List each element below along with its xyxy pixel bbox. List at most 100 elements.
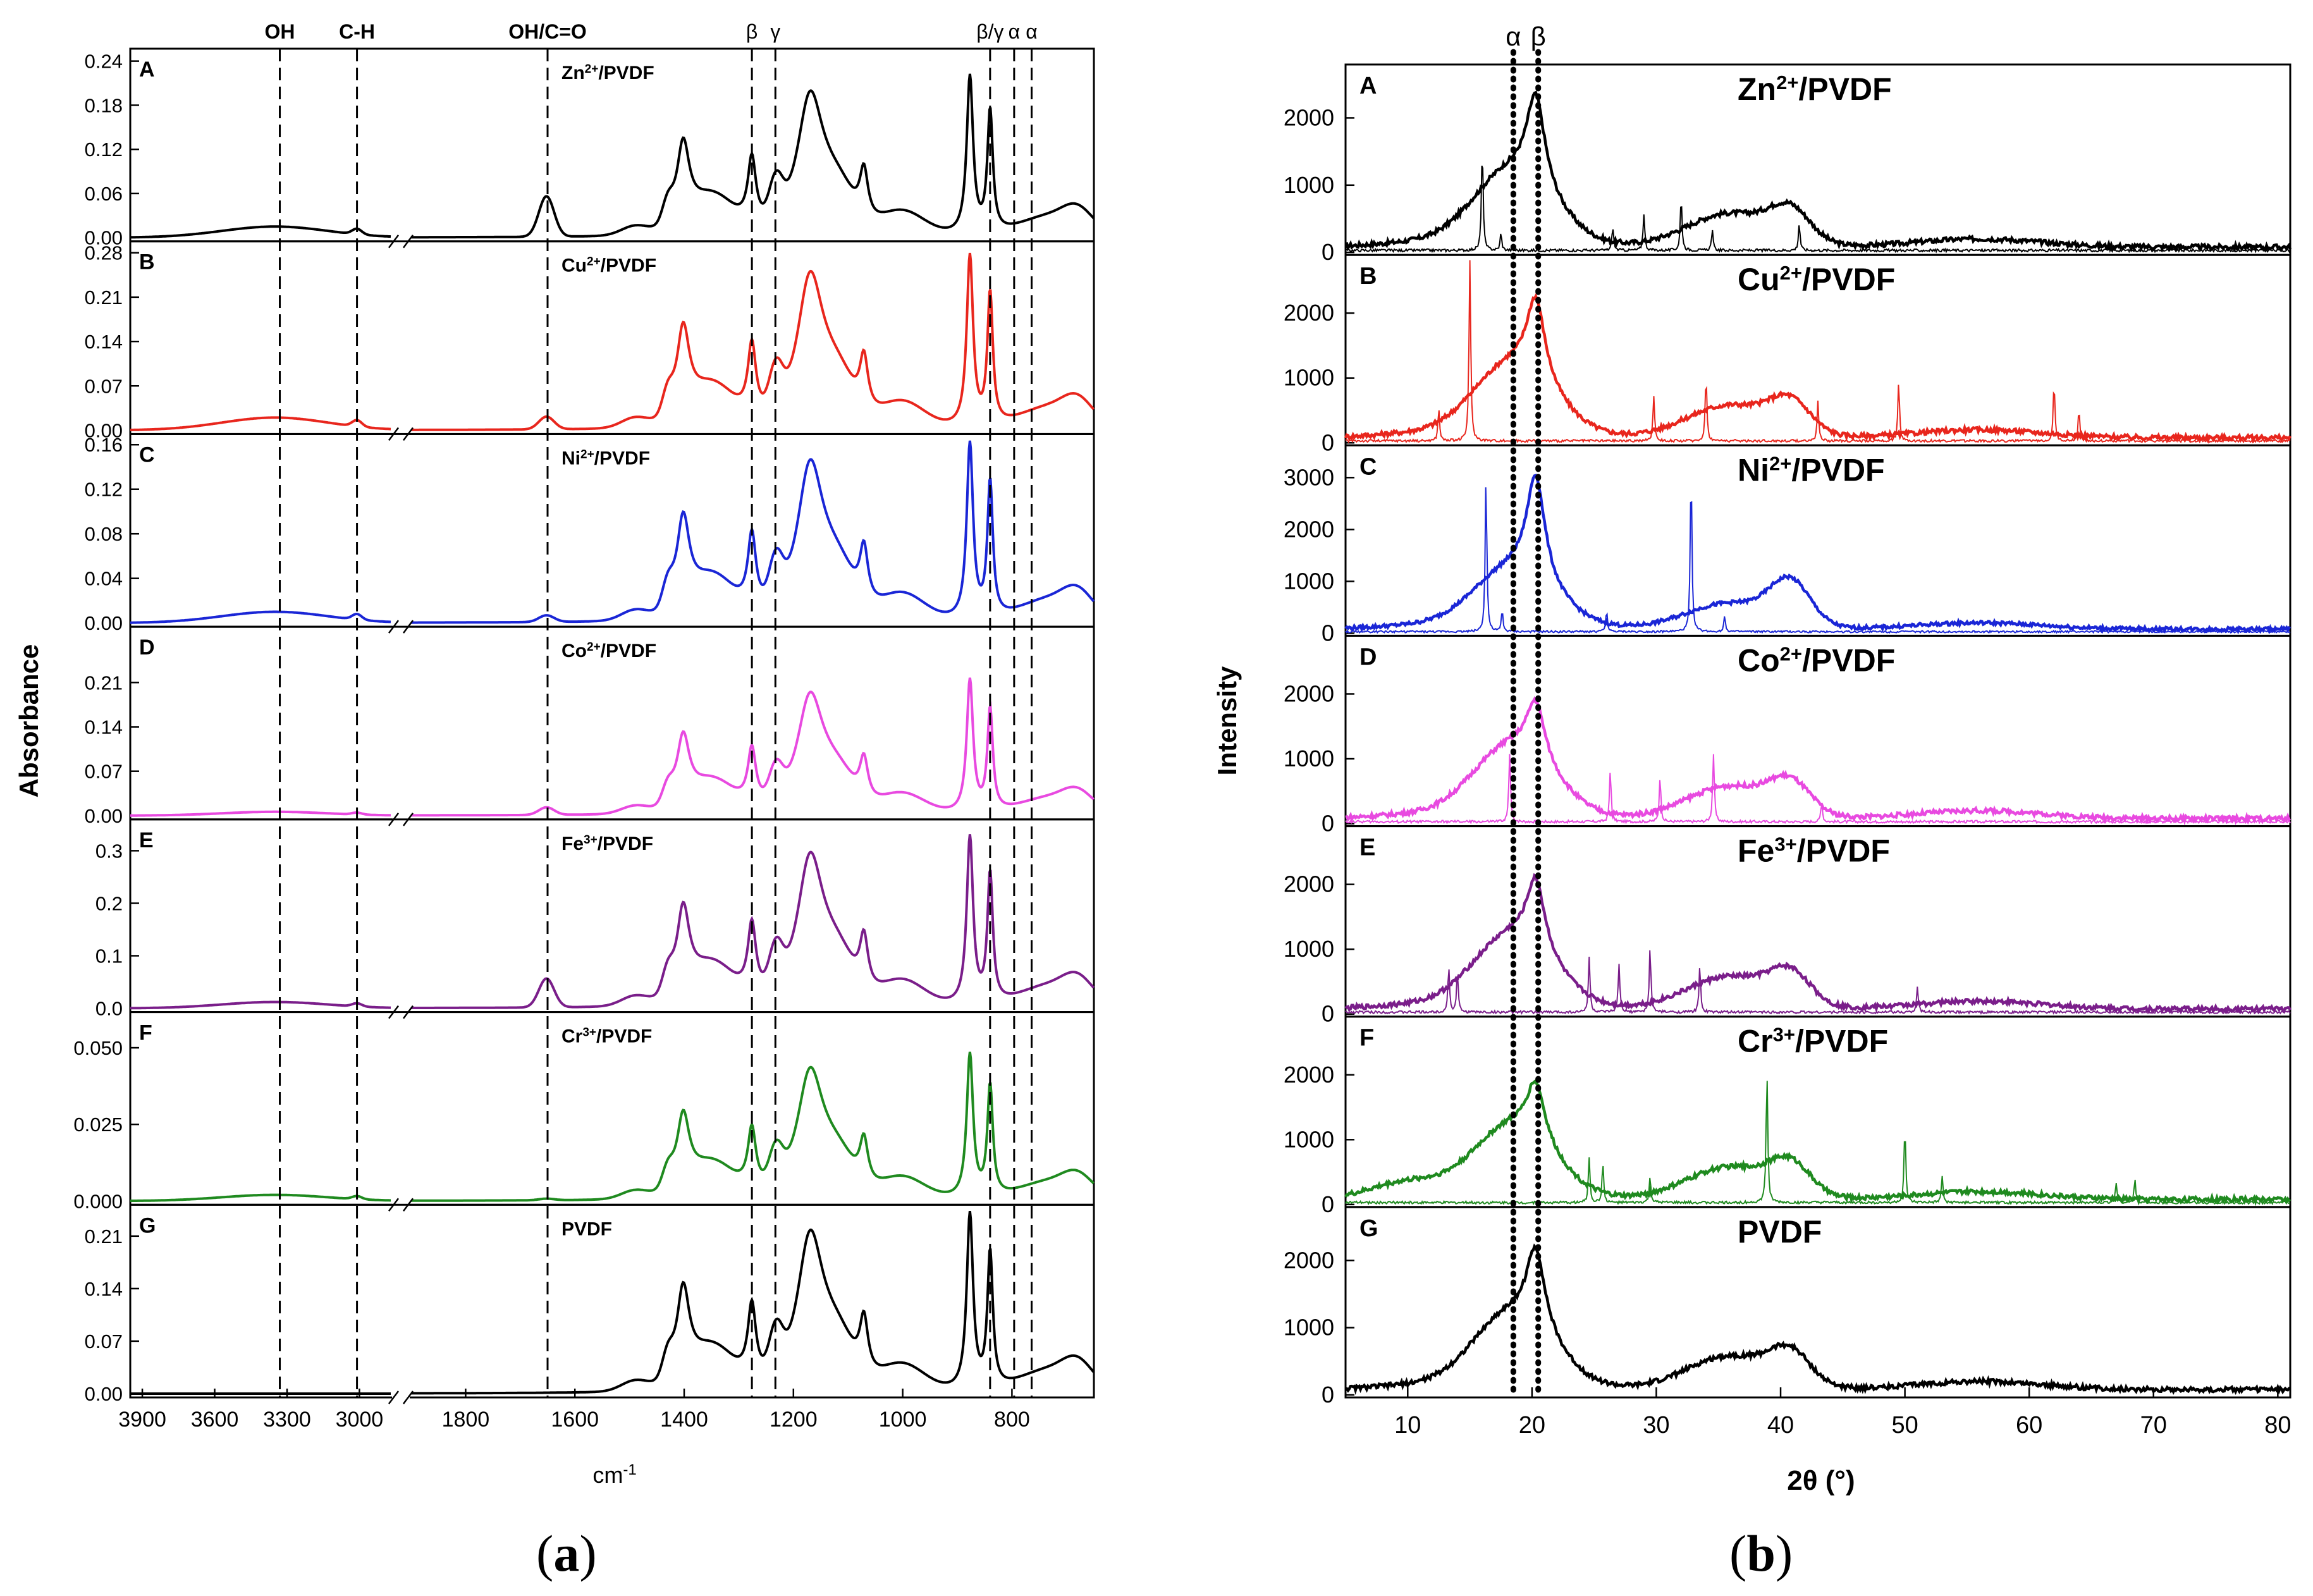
ftir-y-tick-label: 0.14: [85, 1278, 123, 1300]
ftir-y-tick-label: 0.06: [85, 183, 123, 205]
xrd-y-tick-label: 2000: [1284, 1247, 1334, 1273]
xrd-y-tick-label: 0: [1322, 811, 1334, 837]
ftir-y-tick-label: 0.07: [85, 1330, 123, 1353]
ftir-spectrum-segment-1: [130, 610, 391, 624]
xrd-pattern-thin: [1345, 950, 2291, 1016]
ftir-y-tick-label: 0.00: [85, 612, 123, 634]
ftir-y-tick-label: 0.1: [95, 945, 123, 967]
ftir-sample-label: Cu2+/PVDF: [561, 255, 656, 276]
ftir-spectrum-segment-1: [130, 1000, 391, 1010]
xrd-phase-label: β: [1531, 21, 1546, 51]
xrd-sample-label: Zn2+/PVDF: [1738, 71, 1892, 107]
ftir-spectrum-segment-1: [130, 416, 391, 431]
ftir-y-tick-label: 0.24: [85, 51, 123, 73]
xrd-y-tick-label: 2000: [1284, 1062, 1334, 1088]
ftir-y-tick-label: 0.00: [85, 227, 123, 249]
xrd-panel-letter: E: [1359, 835, 1375, 861]
ftir-band-label: β: [746, 20, 758, 43]
ftir-band-label: C-H: [339, 20, 375, 43]
ftir-panel-letter: D: [139, 635, 155, 660]
ftir-y-tick-label: 0.14: [85, 716, 123, 739]
ftir-y-tick-label: 0.28: [85, 242, 123, 264]
xrd-sample-label: PVDF: [1738, 1214, 1822, 1249]
ftir-panel-c: 0.00 0.04 0.08 0.12 0.16 C Ni2+/PVDF: [85, 433, 1095, 637]
ftir-y-tick-label: 0.21: [85, 672, 123, 694]
xrd-y-tick-label: 0: [1322, 620, 1334, 646]
ftir-axis-break-mark: [388, 1390, 399, 1404]
ftir-y-tick-label: 0.050: [73, 1037, 123, 1059]
xrd-panel-e: 0 1000 2000 E Fe3+/PVDF: [1284, 825, 2292, 1027]
ftir-axis-break-mark: [403, 1390, 414, 1404]
ftir-y-tick-label: 0.04: [85, 568, 123, 590]
ftir-y-tick-label: 0.12: [85, 138, 123, 161]
ftir-panel-frame: [129, 1203, 1095, 1399]
xrd-y-tick-label: 1000: [1284, 365, 1334, 391]
ftir-panel-letter: C: [139, 443, 155, 467]
xrd-pattern-thin: [1345, 165, 2291, 254]
ftir-panel-e: 0.0 0.1 0.2 0.3 E Fe3+/PVDF: [95, 818, 1095, 1022]
ftir-band-label: γ: [770, 20, 780, 43]
ftir-x-tick-label: 1800: [442, 1408, 490, 1432]
xrd-y-tick-label: 2000: [1284, 871, 1334, 897]
ftir-spectrum-segment-2: [411, 834, 1095, 1009]
ftir-spectrum-segment-2: [411, 677, 1095, 817]
ftir-panel-g: 0.00 0.07 0.14 0.21 G PVDF: [85, 1203, 1095, 1408]
ftir-y-tick-label: 0.00: [85, 805, 123, 827]
caption-b: (b): [1729, 1525, 1793, 1582]
xrd-panel-c: 0 1000 2000 3000 C Ni2+/PVDF: [1284, 444, 2292, 646]
xrd-panel-letter: D: [1359, 644, 1377, 670]
ftir-panel-letter: A: [139, 58, 155, 82]
ftir-y-tick-label: 0.00: [85, 1383, 123, 1405]
xrd-pattern-thin: [1345, 1081, 2291, 1206]
ftir-sample-label: Cr3+/PVDF: [561, 1026, 652, 1047]
xrd-y-tick-label: 1000: [1284, 172, 1334, 198]
ftir-y-axis-label: Absorbance: [14, 644, 44, 798]
ftir-panel-letter: E: [139, 828, 154, 852]
xrd-pattern-thick: [1345, 696, 2292, 826]
xrd-panel-b: 0 1000 2000 B Cu2+/PVDF: [1284, 254, 2292, 455]
ftir-x-tick-label: 3000: [336, 1408, 384, 1432]
ftir-y-tick-label: 0.16: [85, 434, 123, 456]
ftir-band-label: OH: [265, 20, 295, 43]
ftir-panel-b: 0.00 0.07 0.14 0.21 0.28 B Cu2+/PVDF: [85, 240, 1095, 445]
ftir-sample-label: PVDF: [561, 1218, 612, 1239]
xrd-panel-d: 0 1000 2000 D Co2+/PVDF: [1284, 634, 2292, 837]
ftir-y-tick-label: 0.00: [85, 419, 123, 441]
xrd-y-tick-label: 2000: [1284, 680, 1334, 706]
ftir-panel-a: 0.00 0.06 0.12 0.18 0.24 A Zn2+/PVDF: [85, 47, 1095, 252]
ftir-y-tick-label: 0.000: [73, 1190, 123, 1212]
xrd-x-tick-label: 30: [1643, 1412, 1669, 1439]
xrd-sample-label: Co2+/PVDF: [1738, 642, 1895, 678]
ftir-x-tick-label: 1600: [551, 1408, 599, 1432]
xrd-pattern-thick: [1344, 873, 2292, 1015]
xrd-y-tick-label: 2000: [1284, 104, 1334, 130]
xrd-y-axis-label: Intensity: [1212, 666, 1242, 775]
xrd-pattern-thick: [1344, 1078, 2292, 1206]
ftir-x-tick-label: 3300: [263, 1408, 311, 1432]
ftir-panel-letter: B: [139, 250, 155, 274]
xrd-pattern-thick: [1345, 90, 2292, 254]
xrd-y-tick-label: 1000: [1284, 1126, 1334, 1152]
xrd-y-tick-label: 2000: [1284, 516, 1334, 542]
xrd-panel-frame: [1344, 1206, 2292, 1399]
ftir-spectrum-segment-1: [130, 225, 391, 239]
ftir-y-tick-label: 0.08: [85, 523, 123, 545]
xrd-pattern-thin: [1345, 260, 2291, 444]
ftir-y-tick-label: 0.2: [95, 892, 123, 914]
xrd-y-tick-label: 1000: [1284, 746, 1334, 771]
ftir-x-axis-label: cm-1: [592, 1461, 636, 1489]
xrd-y-tick-label: 2000: [1284, 300, 1334, 326]
xrd-y-tick-label: 1000: [1284, 936, 1334, 962]
ftir-band-label: α: [1009, 20, 1021, 43]
xrd-x-tick-label: 80: [2264, 1412, 2291, 1439]
ftir-sample-label: Fe3+/PVDF: [561, 833, 653, 854]
xrd-x-tick-label: 60: [2016, 1412, 2042, 1439]
ftir-band-label: β/γ: [976, 20, 1003, 43]
xrd-panel-letter: B: [1359, 263, 1377, 290]
xrd-sample-label: Cr3+/PVDF: [1738, 1023, 1888, 1059]
caption-a: (a): [536, 1525, 597, 1582]
ftir-y-tick-label: 0.07: [85, 375, 123, 397]
xrd-x-axis-label: 2θ (°): [1787, 1465, 1855, 1496]
xrd-y-tick-label: 0: [1322, 429, 1334, 455]
